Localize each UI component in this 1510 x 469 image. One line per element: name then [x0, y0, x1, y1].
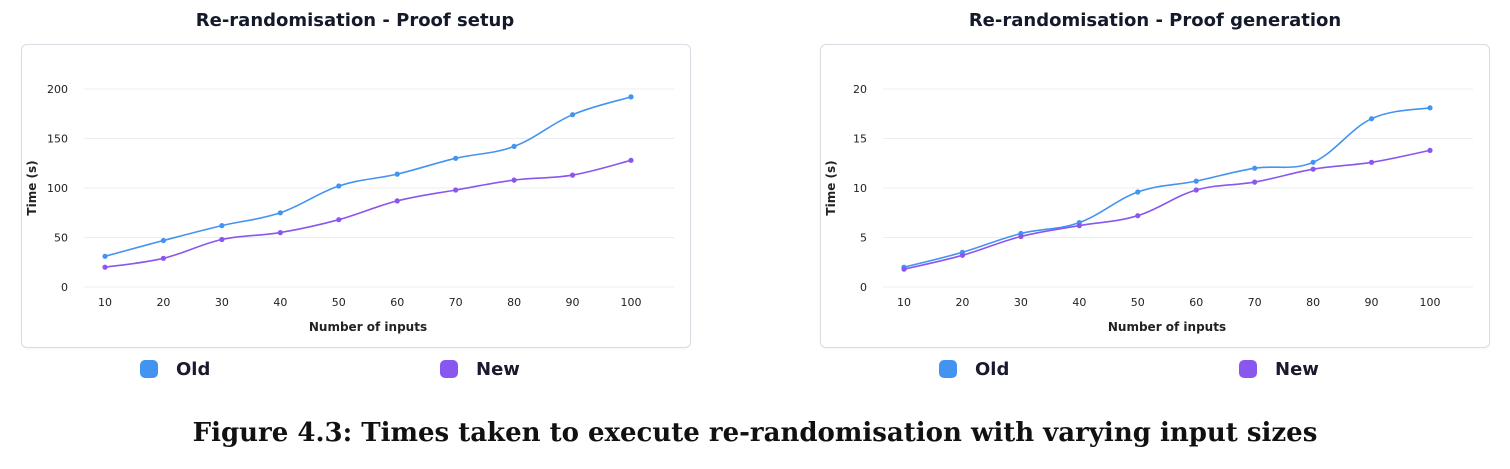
- legend-swatch-old: [939, 360, 957, 378]
- data-point-new[interactable]: [1252, 179, 1258, 185]
- legend-label-new: New: [1275, 358, 1319, 380]
- data-point-old[interactable]: [453, 155, 459, 161]
- series-line-new: [104, 159, 632, 268]
- x-tick-label: 20: [156, 296, 170, 309]
- data-point-new[interactable]: [394, 198, 400, 204]
- chart-proof-setup: 0 50 100 150 200 10 20 30 40 50 60 70 80 90 100 Number …: [25, 83, 674, 334]
- chart-panel-proof-setup: 0 50 100 150 200 10 20 30 40 50 60 70 80 90 100 Number …: [21, 44, 691, 348]
- data-point-old[interactable]: [160, 237, 167, 244]
- data-point-new[interactable]: [102, 264, 108, 270]
- legend-label-old: Old: [975, 358, 1010, 380]
- legend-proof-generation: Old New: [939, 356, 1499, 382]
- y-tick-label: 15: [853, 133, 867, 146]
- x-tick-label: 30: [1014, 296, 1028, 309]
- figure-caption: Figure 4.3: Times taken to execute re-ra…: [192, 418, 1318, 448]
- data-point-new[interactable]: [1018, 233, 1024, 240]
- data-point-new[interactable]: [1193, 187, 1199, 193]
- legend-label-new: New: [476, 358, 520, 380]
- legend-item-new[interactable]: New: [1239, 356, 1319, 382]
- data-point-new[interactable]: [959, 252, 966, 258]
- data-point-new[interactable]: [453, 187, 459, 193]
- x-axis-label: Number of inputs: [309, 320, 427, 334]
- data-point-old[interactable]: [277, 210, 283, 216]
- data-point-old[interactable]: [1135, 189, 1141, 195]
- data-point-new[interactable]: [336, 217, 342, 223]
- legend-swatch-new: [1239, 360, 1257, 378]
- series-line-new: [903, 149, 1431, 270]
- chart-proof-generation: 0 5 10 15 20 10 20 30 40 50 60 70 80 90 100 Number of i…: [824, 83, 1473, 334]
- data-point-new[interactable]: [1427, 147, 1433, 153]
- x-tick-label: 100: [1420, 296, 1441, 309]
- y-tick-label: 50: [54, 232, 68, 245]
- data-point-old[interactable]: [628, 94, 634, 100]
- data-point-old[interactable]: [219, 223, 225, 229]
- x-tick-label: 60: [390, 296, 404, 309]
- y-tick-label: 10: [853, 182, 867, 195]
- y-tick-label: 100: [47, 182, 68, 195]
- y-tick-label: 5: [860, 232, 867, 245]
- data-point-new[interactable]: [511, 177, 517, 183]
- x-tick-label: 90: [566, 296, 580, 309]
- y-tick-label: 0: [860, 281, 867, 294]
- legend-item-old[interactable]: Old: [140, 356, 210, 382]
- x-tick-label: 30: [215, 296, 229, 309]
- x-tick-label: 70: [449, 296, 463, 309]
- data-point-old[interactable]: [394, 171, 400, 177]
- chart-title-proof-generation: Re-randomisation - Proof generation: [968, 10, 1342, 31]
- x-tick-label: 10: [897, 296, 911, 309]
- x-tick-label: 40: [273, 296, 287, 309]
- data-point-old[interactable]: [1427, 105, 1433, 111]
- data-point-new[interactable]: [277, 230, 283, 236]
- x-axis-label: Number of inputs: [1108, 320, 1226, 334]
- data-point-new[interactable]: [1310, 166, 1316, 172]
- x-tick-label: 80: [507, 296, 521, 309]
- x-tick-label: 90: [1365, 296, 1379, 309]
- data-point-new[interactable]: [1368, 159, 1375, 165]
- x-tick-label: 60: [1189, 296, 1203, 309]
- y-axis-label: Time (s): [25, 160, 39, 215]
- data-point-old[interactable]: [1310, 159, 1316, 165]
- series-line-old: [903, 107, 1431, 268]
- legend-swatch-new: [440, 360, 458, 378]
- x-tick-label: 50: [332, 296, 346, 309]
- series-line-old: [104, 96, 632, 258]
- x-tick-label: 40: [1072, 296, 1086, 309]
- legend-item-new[interactable]: New: [440, 356, 520, 382]
- y-tick-label: 0: [61, 281, 68, 294]
- data-point-old[interactable]: [511, 143, 517, 149]
- data-point-new[interactable]: [628, 157, 634, 163]
- chart-panel-proof-generation: 0 5 10 15 20 10 20 30 40 50 60 70 80 90 100 Number of i…: [820, 44, 1490, 348]
- y-tick-label: 150: [47, 133, 68, 146]
- data-point-old[interactable]: [1368, 116, 1375, 122]
- x-tick-label: 80: [1306, 296, 1320, 309]
- x-tick-label: 20: [955, 296, 969, 309]
- legend-proof-setup: Old New: [140, 356, 700, 382]
- data-point-old[interactable]: [336, 183, 342, 189]
- legend-label-old: Old: [176, 358, 211, 380]
- data-point-old[interactable]: [102, 253, 108, 259]
- data-point-old[interactable]: [569, 112, 576, 118]
- x-tick-label: 50: [1131, 296, 1145, 309]
- y-axis-label: Time (s): [824, 160, 838, 215]
- chart-title-proof-setup: Re-randomisation - Proof setup: [195, 10, 515, 31]
- legend-item-old[interactable]: Old: [939, 356, 1009, 382]
- x-tick-label: 10: [98, 296, 112, 309]
- x-tick-label: 100: [621, 296, 642, 309]
- data-point-new[interactable]: [219, 236, 225, 243]
- x-tick-label: 70: [1248, 296, 1262, 309]
- data-point-new[interactable]: [1076, 223, 1082, 229]
- data-point-old[interactable]: [1193, 178, 1199, 184]
- y-tick-label: 20: [853, 83, 867, 96]
- legend-swatch-old: [140, 360, 158, 378]
- data-point-new[interactable]: [160, 255, 167, 261]
- data-point-new[interactable]: [901, 266, 907, 272]
- y-tick-label: 200: [47, 83, 68, 96]
- data-point-new[interactable]: [569, 172, 576, 178]
- data-point-old[interactable]: [1252, 165, 1258, 171]
- data-point-new[interactable]: [1135, 213, 1141, 219]
